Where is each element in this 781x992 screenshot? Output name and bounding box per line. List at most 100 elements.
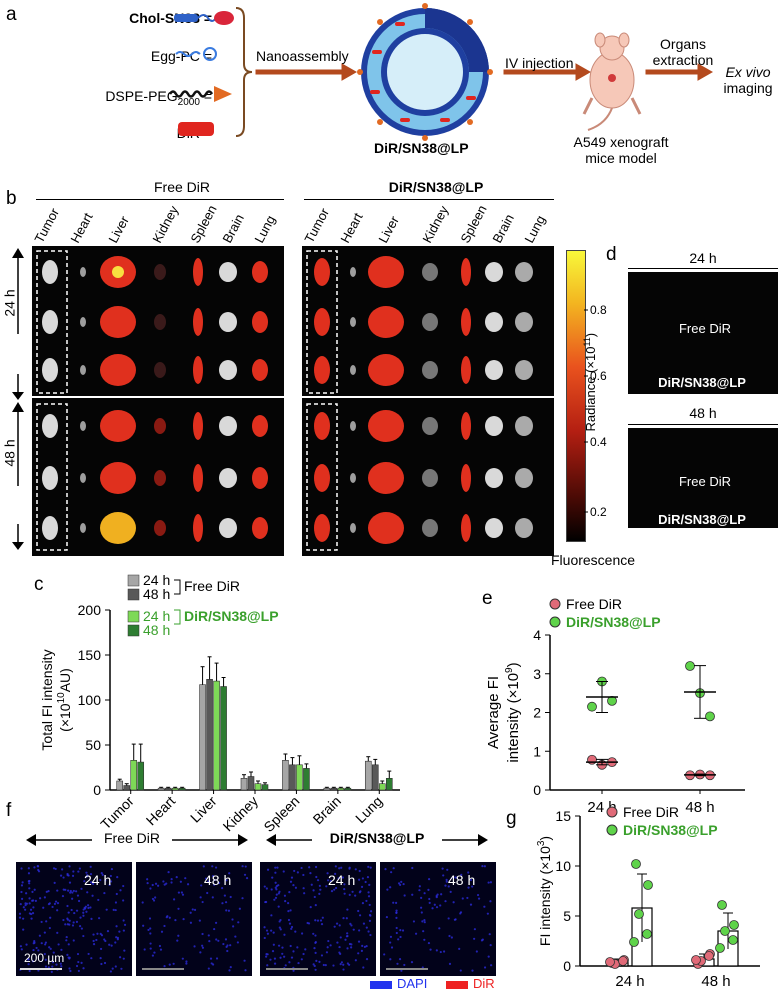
nucleus-dot xyxy=(31,899,34,902)
nucleus-dot xyxy=(64,888,67,891)
nucleus-dot xyxy=(490,964,493,967)
nucleus-dot xyxy=(86,891,89,894)
bar xyxy=(199,684,206,791)
bar xyxy=(323,787,331,791)
nucleus-dot xyxy=(30,917,33,920)
nucleus-dot xyxy=(82,967,85,970)
brace-icon xyxy=(235,7,253,137)
nucleus-dot xyxy=(179,880,182,883)
nucleus-dot xyxy=(360,885,364,889)
nucleus-dot xyxy=(99,932,102,935)
micro-free-24h xyxy=(16,862,132,976)
nucleus-dot xyxy=(427,878,431,881)
image-d-24h xyxy=(628,272,778,394)
mouse-icon xyxy=(582,32,642,131)
organ-blob xyxy=(42,358,58,382)
nucleus-dot xyxy=(325,885,328,888)
nucleus-dot xyxy=(309,906,312,909)
nucleus-dot xyxy=(201,946,205,949)
nucleus-dot xyxy=(33,866,36,869)
nucleus-dot xyxy=(315,959,318,962)
nucleus-dot xyxy=(351,890,354,893)
nucleus-dot xyxy=(403,963,406,967)
nucleus-dot xyxy=(411,893,414,896)
organ-blob xyxy=(100,512,136,544)
organ-blob xyxy=(461,308,471,336)
micro-label-24h: 24 h xyxy=(328,872,356,888)
organ-blob xyxy=(350,421,356,431)
nucleus-dot xyxy=(149,932,152,935)
nucleus-dot xyxy=(207,880,210,883)
nucleus-dot xyxy=(167,871,170,874)
nucleus-dot xyxy=(343,888,346,891)
nucleus-dot xyxy=(75,920,79,923)
organ-blob xyxy=(422,361,438,379)
highlight-box xyxy=(36,403,68,551)
nucleus-dot xyxy=(395,916,398,920)
nucleus-dot xyxy=(109,970,112,973)
nucleus-dot xyxy=(25,943,28,946)
nucleus-dot xyxy=(112,908,115,912)
nucleus-dot xyxy=(22,928,25,931)
organ-blob xyxy=(350,523,356,533)
organ-blob xyxy=(154,314,166,330)
nucleus-dot xyxy=(147,928,150,932)
nucleus-dot xyxy=(266,868,270,871)
nucleus-dot xyxy=(76,952,80,956)
nucleus-dot xyxy=(367,865,370,868)
nucleus-dot xyxy=(54,900,58,903)
nucleus-dot xyxy=(44,965,48,968)
organ-blob xyxy=(368,512,404,544)
nucleus-dot xyxy=(50,970,53,973)
panel-label-c: c xyxy=(34,574,44,595)
bar xyxy=(254,783,262,791)
nucleus-dot xyxy=(62,918,65,922)
nucleus-dot xyxy=(189,921,193,924)
nucleus-dot xyxy=(312,889,315,892)
nucleus-dot xyxy=(349,922,352,925)
nucleus-dot xyxy=(365,945,368,948)
nucleus-dot xyxy=(52,867,56,870)
organ-blob xyxy=(252,415,268,437)
organ-blob xyxy=(100,462,136,494)
x-tick-label: 48 h xyxy=(701,973,730,990)
nucleus-dot xyxy=(435,906,439,909)
nucleus-dot xyxy=(118,930,121,933)
legend-dir-swatch xyxy=(446,981,468,989)
nucleus-dot xyxy=(83,880,86,883)
organ-blob xyxy=(515,518,533,538)
organ-blob xyxy=(42,466,58,490)
nucleus-dot xyxy=(119,889,122,892)
colorbar-tick-label: 0.8 xyxy=(590,303,607,317)
panel-label-e: e xyxy=(482,588,493,609)
nucleus-dot xyxy=(59,874,63,877)
nucleus-dot xyxy=(66,923,69,926)
organ-blob xyxy=(219,518,237,538)
y-axis-unit: (×1010AU) xyxy=(56,668,73,732)
nucleus-dot xyxy=(76,894,80,897)
nucleus-dot xyxy=(301,932,304,935)
nucleus-dot xyxy=(163,924,166,928)
nucleus-dot xyxy=(438,927,441,930)
nucleus-dot xyxy=(318,960,321,964)
nucleus-dot xyxy=(149,927,152,930)
organ-blob xyxy=(42,310,58,334)
y-tick-label: 4 xyxy=(533,627,541,643)
nucleus-dot xyxy=(66,953,69,956)
nucleus-dot xyxy=(483,865,486,868)
nucleus-dot xyxy=(162,880,165,883)
nucleus-dot xyxy=(105,908,108,911)
nucleus-dot xyxy=(115,925,118,928)
x-tick-label: 48 h xyxy=(685,799,714,816)
nucleus-dot xyxy=(69,969,72,973)
nucleus-dot xyxy=(28,902,31,905)
nucleus-dot xyxy=(103,891,106,895)
nucleus-dot xyxy=(202,865,205,868)
nucleus-dot xyxy=(358,891,361,894)
nucleus-dot xyxy=(146,882,149,885)
data-point xyxy=(729,920,739,930)
nucleus-dot xyxy=(170,878,173,881)
nucleus-dot xyxy=(384,868,387,871)
nucleus-dot xyxy=(206,891,209,895)
nucleus-dot xyxy=(334,865,337,868)
